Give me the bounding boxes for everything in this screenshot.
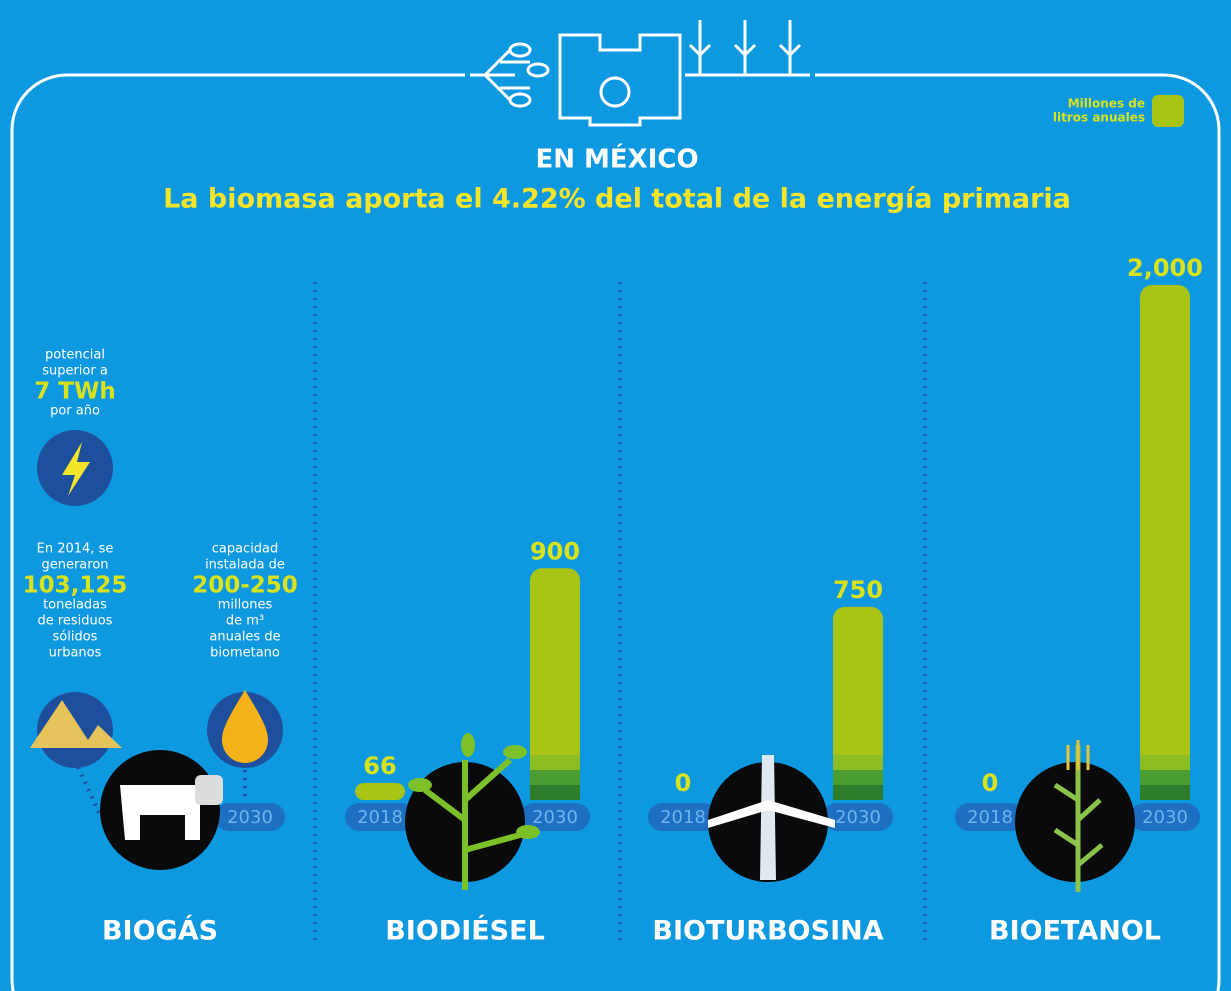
value-label: 0	[675, 769, 692, 797]
info-text: sólidos	[53, 630, 98, 645]
page: Millones de litros anuales EN MÉXICO La …	[0, 0, 1231, 991]
info-text: superior a	[42, 364, 108, 379]
category-label: BIOGÁS	[102, 915, 218, 947]
info-text: En 2014, se	[37, 542, 114, 557]
bar-stripe	[833, 785, 883, 800]
value-label: 900	[530, 537, 580, 565]
plane-body	[760, 755, 776, 880]
bar-stripe	[530, 770, 580, 785]
bar	[355, 783, 405, 800]
plant-leaf	[503, 745, 527, 759]
legend-swatch	[1152, 95, 1184, 127]
year-label: 2030	[532, 807, 578, 828]
year-label: 2030	[835, 807, 881, 828]
category-label: BIOTURBOSINA	[652, 916, 883, 947]
info-text: toneladas	[43, 598, 107, 613]
year-label: 2018	[660, 807, 706, 828]
value-label: 66	[363, 752, 396, 780]
cow-head	[195, 775, 223, 805]
info-text: anuales de	[209, 630, 280, 645]
info-text: potencial	[45, 348, 105, 363]
bar-stripe	[1140, 785, 1190, 800]
bar-stripe	[1140, 770, 1190, 785]
value-label: 2,000	[1127, 254, 1203, 282]
year-label: 2030	[227, 807, 273, 828]
info-text: generaron	[41, 558, 108, 573]
subtitle: La biomasa aporta el 4.22% del total de …	[163, 184, 1071, 215]
icon-circle	[1015, 762, 1135, 882]
info-text: instalada de	[205, 558, 285, 573]
info-text: capacidad	[212, 542, 279, 557]
info-text: urbanos	[49, 646, 102, 661]
info-text: por año	[50, 404, 100, 419]
info-text: de m³	[226, 614, 264, 629]
value-label: 750	[833, 576, 883, 604]
infographic: Millones de litros anuales EN MÉXICO La …	[0, 0, 1231, 991]
year-label: 2018	[357, 807, 403, 828]
info-highlight: 103,125	[23, 573, 128, 599]
legend-line: litros anuales	[1053, 111, 1145, 125]
legend-line: Millones de	[1068, 97, 1145, 111]
category-label: BIODIÉSEL	[385, 915, 545, 947]
bar-stripe	[530, 755, 580, 770]
value-label: 0	[982, 769, 999, 797]
bar-stripe	[833, 755, 883, 770]
info-highlight: 7 TWh	[34, 379, 115, 405]
bar-stripe	[1140, 755, 1190, 770]
bar-stripe	[833, 770, 883, 785]
year-label: 2030	[1142, 807, 1188, 828]
info-text: millones	[218, 598, 273, 613]
title: EN MÉXICO	[535, 143, 698, 175]
info-text: de residuos	[37, 614, 112, 629]
bar-stripe	[530, 785, 580, 800]
year-label: 2018	[967, 807, 1013, 828]
info-highlight: 200-250	[192, 573, 298, 599]
bar	[1140, 285, 1190, 800]
plant-leaf	[461, 733, 475, 757]
plant-leaf	[516, 825, 540, 839]
info-text: biometano	[210, 646, 280, 661]
plant-leaf	[408, 778, 432, 792]
category-label: BIOETANOL	[989, 916, 1161, 947]
